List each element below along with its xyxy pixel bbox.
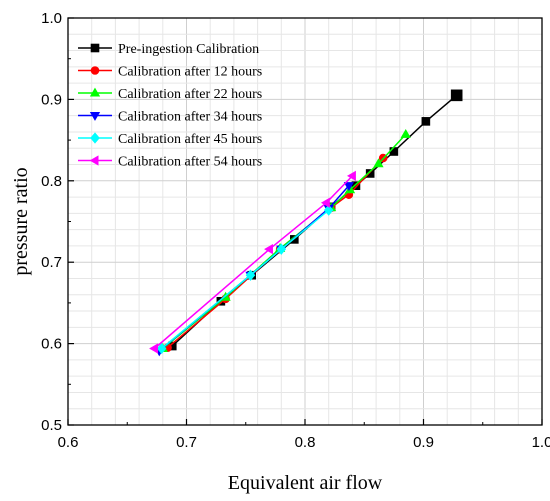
legend-marker [89, 112, 101, 121]
data-point [351, 181, 361, 190]
legend-label: Pre-ingestion Calibration [118, 42, 259, 57]
legend-item: Calibration after 54 hours [78, 155, 262, 170]
data-point [156, 342, 167, 355]
x-tick-label: 0.7 [176, 434, 197, 451]
x-tick-label: 1.0 [532, 434, 550, 451]
data-point [450, 89, 463, 102]
legend-item: Pre-ingestion Calibration [78, 42, 259, 57]
series-line [161, 209, 330, 350]
y-tick-label: 0.9 [41, 91, 62, 108]
series-layer [149, 89, 463, 357]
data-point [400, 129, 411, 138]
legend-marker [90, 132, 100, 144]
y-tick-label: 1.0 [41, 10, 62, 27]
y-tick-label: 0.6 [41, 336, 62, 353]
legend-label: Calibration after 34 hours [118, 110, 262, 125]
series-line [154, 175, 353, 350]
data-point [264, 244, 273, 255]
ticks: 0.6 0.7 0.8 0.9 1.00.50.60.70.80.91.0 [41, 10, 550, 451]
legend-marker [90, 66, 100, 75]
x-tick-label: 0.8 [295, 434, 316, 451]
data-point [323, 204, 334, 216]
legend-marker [89, 87, 101, 97]
y-axis-label: pressure ratio [10, 167, 32, 275]
legend-label: Calibration after 22 hours [118, 87, 262, 102]
legend-item: Calibration after 34 hours [78, 110, 262, 125]
data-point [373, 158, 384, 168]
data-point [276, 243, 287, 255]
data-point [320, 197, 330, 208]
x-axis-label: Equivalent air flow [228, 472, 383, 494]
data-point [365, 169, 375, 178]
data-point [149, 343, 159, 354]
y-tick-label: 0.5 [41, 417, 62, 434]
grid [68, 18, 542, 425]
data-point [245, 269, 256, 281]
legend-item: Calibration after 22 hours [78, 87, 262, 102]
data-point [343, 182, 354, 192]
legend-label: Calibration after 12 hours [118, 65, 262, 80]
legend-label: Calibration after 45 hours [118, 132, 262, 147]
legend-item: Calibration after 12 hours [78, 65, 262, 80]
y-tick-label: 0.8 [41, 173, 62, 190]
legend-item: Calibration after 45 hours [78, 132, 262, 147]
data-point [421, 117, 431, 126]
legend-marker [89, 155, 99, 166]
legend: Pre-ingestion Calibration Calibration aft… [78, 42, 262, 170]
legend-label: Calibration after 54 hours [118, 155, 262, 170]
x-tick-label: 0.9 [413, 434, 434, 451]
data-point [346, 170, 356, 182]
y-tick-label: 0.7 [41, 254, 62, 271]
data-point [389, 147, 399, 156]
legend-marker [90, 43, 100, 53]
x-tick-label: 0.6 [58, 434, 79, 451]
series-5 [156, 204, 334, 355]
series-6 [149, 170, 356, 354]
